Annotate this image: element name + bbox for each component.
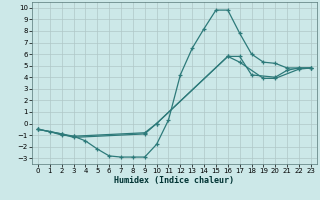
X-axis label: Humidex (Indice chaleur): Humidex (Indice chaleur) [115,176,234,185]
